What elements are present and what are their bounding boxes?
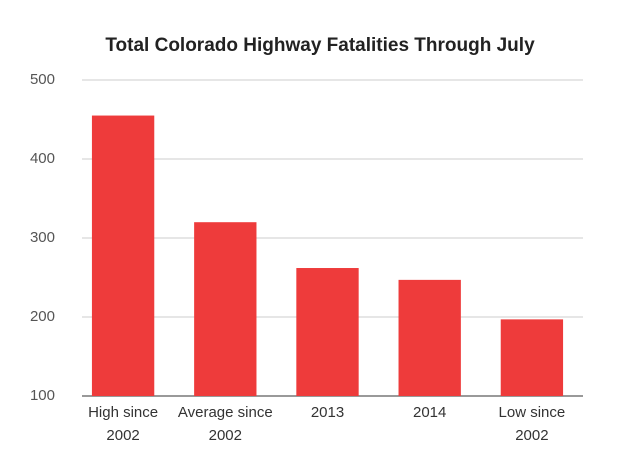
bar — [398, 279, 461, 396]
x-tick-label: High since 2002 — [88, 404, 159, 444]
x-tick-label: 2014 — [413, 404, 447, 421]
y-tick-label: 300 — [30, 229, 55, 246]
bar — [194, 222, 257, 396]
y-tick-label: 400 — [30, 150, 55, 167]
y-tick-label: 200 — [30, 308, 55, 325]
bar — [91, 115, 155, 397]
bar — [296, 268, 359, 396]
bar — [500, 319, 564, 396]
x-tick-label: Low since 2002 — [498, 404, 566, 444]
x-tick-label: Average since 2002 — [177, 404, 273, 444]
y-tick-label: 100 — [30, 387, 55, 404]
y-tick-label: 500 — [30, 71, 55, 88]
x-tick-label: 2013 — [310, 404, 345, 421]
chart-title: Total Colorado Highway Fatalities Throug… — [105, 35, 535, 56]
